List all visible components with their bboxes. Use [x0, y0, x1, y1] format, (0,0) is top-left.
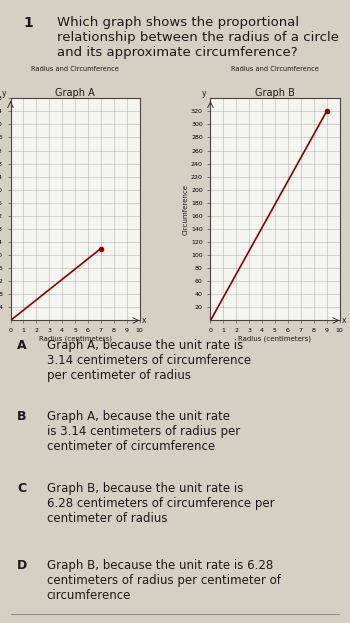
Y-axis label: Circumference: Circumference: [182, 184, 188, 235]
X-axis label: Radius (centimeters): Radius (centimeters): [38, 336, 112, 343]
Text: y: y: [2, 89, 6, 98]
Text: Radius and Circumference: Radius and Circumference: [231, 65, 319, 72]
Title: Graph B: Graph B: [255, 88, 295, 98]
X-axis label: Radius (centimeters): Radius (centimeters): [238, 336, 312, 343]
Title: Graph A: Graph A: [55, 88, 95, 98]
Text: y: y: [202, 89, 206, 98]
Text: Which graph shows the proportional
relationship between the radius of a circle
a: Which graph shows the proportional relat…: [57, 16, 338, 59]
Text: D: D: [17, 559, 27, 573]
Text: B: B: [17, 411, 27, 424]
Text: Graph A, because the unit rate is
3.14 centimeters of circumference
per centimet: Graph A, because the unit rate is 3.14 c…: [47, 339, 251, 382]
Text: Radius and Circumference: Radius and Circumference: [31, 65, 119, 72]
Text: A: A: [17, 339, 27, 352]
Text: 1: 1: [24, 16, 33, 31]
Text: Graph A, because the unit rate
is 3.14 centimeters of radius per
centimeter of c: Graph A, because the unit rate is 3.14 c…: [47, 411, 240, 454]
Text: Graph B, because the unit rate is
6.28 centimeters of circumference per
centimet: Graph B, because the unit rate is 6.28 c…: [47, 482, 274, 525]
Text: x: x: [342, 316, 346, 325]
Text: x: x: [142, 316, 147, 325]
Text: Graph B, because the unit rate is 6.28
centimeters of radius per centimeter of
c: Graph B, because the unit rate is 6.28 c…: [47, 559, 281, 602]
Text: C: C: [17, 482, 26, 495]
